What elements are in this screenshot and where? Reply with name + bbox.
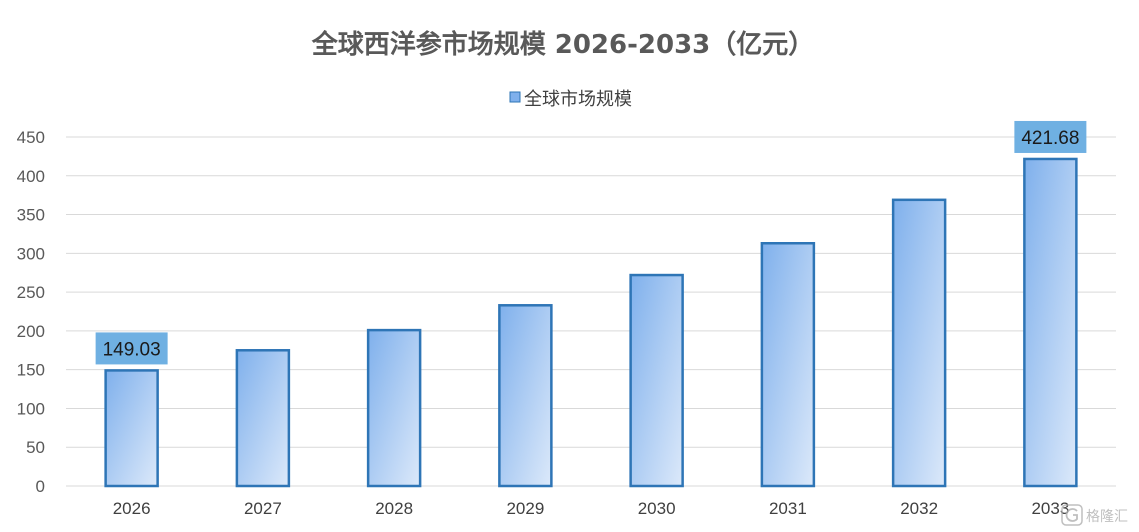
data-label: 149.03 — [103, 339, 161, 360]
y-tick-label: 200 — [17, 322, 45, 341]
bar-2029 — [498, 304, 553, 488]
logo-icon — [1061, 504, 1083, 526]
x-tick-label: 2033 — [1031, 499, 1069, 518]
x-tick-label: 2030 — [638, 499, 676, 518]
data-label: 421.68 — [1021, 128, 1079, 149]
watermark-text: 格隆汇 — [1086, 509, 1128, 525]
x-tick-label: 2032 — [900, 499, 938, 518]
grid-lines — [66, 136, 1116, 487]
x-tick-label: 2028 — [375, 499, 413, 518]
y-tick-label: 250 — [17, 283, 45, 302]
legend-swatch — [509, 91, 521, 103]
bar-2033 — [1023, 157, 1078, 488]
y-axis-ticks: 0 50 100 150 200 250 300 350 400 450 — [17, 128, 45, 496]
y-tick-label: 100 — [17, 399, 45, 418]
x-axis-ticks: 2026 2027 2028 2029 2030 2031 2032 2033 — [113, 499, 1070, 518]
chart-title: 全球西洋参市场规模 2026-2033（亿元） — [311, 29, 815, 60]
legend: 全球市场规模 — [509, 89, 632, 110]
y-tick-label: 150 — [17, 361, 45, 380]
bar-2028 — [366, 328, 422, 488]
x-tick-label: 2029 — [506, 499, 544, 518]
y-tick-label: 450 — [17, 128, 45, 147]
y-tick-label: 350 — [17, 206, 45, 225]
legend-label: 全球市场规模 — [524, 89, 632, 110]
y-tick-label: 300 — [17, 244, 45, 263]
bar-2027 — [235, 349, 291, 488]
bar-2032 — [891, 198, 947, 488]
bar-2026 — [104, 369, 159, 488]
y-tick-label: 0 — [36, 477, 45, 496]
y-tick-label: 400 — [17, 167, 45, 186]
bar-2031 — [760, 242, 816, 488]
x-tick-label: 2026 — [113, 499, 151, 518]
x-tick-label: 2031 — [769, 499, 807, 518]
bar-2030 — [629, 273, 684, 488]
data-labels: 149.03 421.68 — [95, 120, 1087, 365]
bars — [104, 157, 1078, 488]
watermark: 格隆汇 — [1061, 504, 1128, 526]
y-tick-label: 50 — [26, 438, 45, 457]
x-tick-label: 2027 — [244, 499, 282, 518]
data-label-box — [1014, 120, 1087, 153]
data-label-box — [95, 332, 168, 365]
